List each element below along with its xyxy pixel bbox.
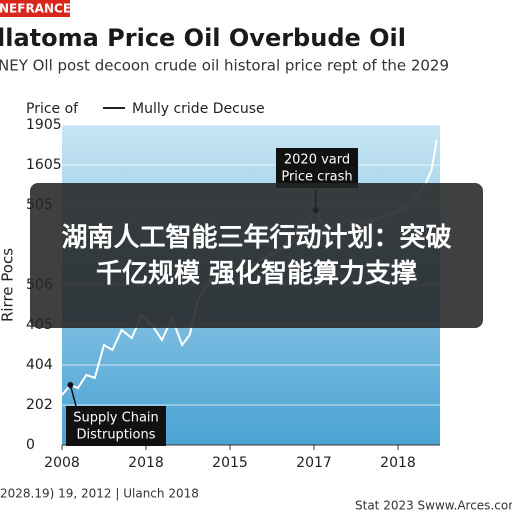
annotation-text: Supply Chain [73,411,159,426]
annotation-text: 2020 vard [284,153,350,168]
y-tick-label: 0 [26,437,35,453]
y-tick-label: 202 [26,397,53,413]
caption: 湖南人工智能三年行动计划：突破千亿规模 强化智能算力支撑 [61,222,452,289]
x-tick-label: 2008 [44,455,80,471]
badge-bg [0,0,70,17]
caption-overlay: 湖南人工智能三年行动计划：突破千亿规模 强化智能算力支撑 [30,183,483,328]
annotation-text: Distruptions [76,428,155,443]
x-tick-label: 2017 [296,455,332,471]
footer-left: 2028.19) 19, 2012 | Ulanch 2018 [0,487,199,501]
chart-title: llatoma Price Oil Overbude Oil [0,24,406,52]
legend-title: Price of [26,101,79,117]
annotation-text: Price crash [281,170,352,185]
y-tick-label: 1605 [26,157,62,173]
badge: NEFRANCE [0,2,71,16]
chart-subtitle: NEY Oll post decoon crude oil historal p… [0,57,449,75]
annotation-point [67,382,74,388]
x-tick-label: 2015 [212,455,248,471]
annotation-box [276,148,358,188]
footer-right: Stat 2023 Swww.Arces.com [355,499,512,512]
x-tick-label: 2018 [128,455,164,471]
annotation-leader [69,384,77,407]
annotation-box [66,406,166,446]
y-tick-label: 1905 [26,117,62,133]
y-tick-label: 404 [26,357,53,373]
y-axis-title: Rirre Pocs [0,248,17,322]
x-tick-label: 2018 [380,455,416,471]
legend-label: Mully cride Decuse [132,101,265,117]
